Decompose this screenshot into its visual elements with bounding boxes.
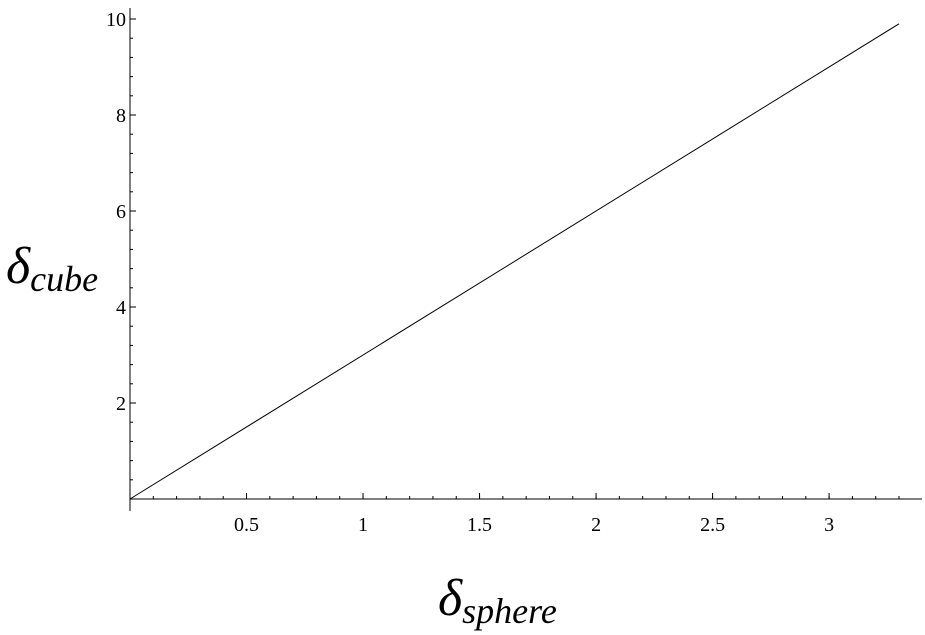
x-axis-label-symbol: δ: [438, 570, 463, 627]
y-tick-label: 4: [116, 297, 126, 319]
y-ticks: 2 4 6 8 10: [106, 9, 136, 415]
y-axis-label: δcube: [6, 238, 98, 299]
y-tick-label: 6: [116, 201, 126, 223]
y-tick-label: 8: [116, 105, 126, 127]
y-axis-label-symbol: δ: [6, 238, 31, 295]
y-tick-label: 2: [116, 393, 126, 415]
x-tick-label: 3: [824, 514, 834, 536]
axes: 0.5 1 1.5 2 2.5 3 2 4 6 8 10: [106, 8, 922, 536]
series-line: [129, 23, 900, 500]
x-tick-label: 1.5: [467, 514, 492, 536]
x-tick-label: 0.5: [234, 514, 259, 536]
y-tick-label: 10: [106, 9, 126, 31]
x-ticks: 0.5 1 1.5 2 2.5 3: [234, 493, 834, 536]
x-tick-label: 2.5: [700, 514, 725, 536]
x-axis-label: δsphere: [438, 570, 557, 631]
x-tick-label: 1: [358, 514, 368, 536]
y-axis-label-subscript: cube: [30, 259, 98, 299]
x-tick-label: 2: [591, 514, 601, 536]
series-layer: [129, 23, 900, 500]
x-axis-label-subscript: sphere: [462, 591, 557, 631]
